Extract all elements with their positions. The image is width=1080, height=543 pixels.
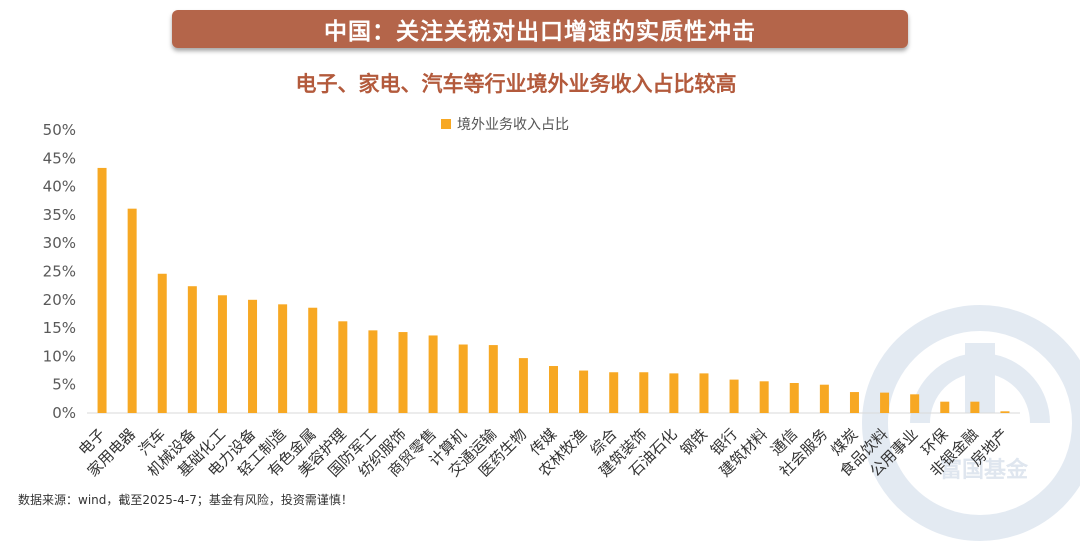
- bar: [428, 335, 438, 413]
- bar: [579, 370, 589, 413]
- bar: [398, 332, 408, 413]
- y-tick-label: 40%: [43, 178, 76, 196]
- y-tick-label: 10%: [43, 347, 76, 365]
- y-tick-label: 5%: [52, 376, 76, 394]
- bar: [699, 373, 709, 413]
- bar: [127, 208, 137, 413]
- bar: [338, 321, 348, 413]
- bar: [970, 401, 980, 413]
- y-tick-label: 20%: [43, 291, 76, 309]
- legend-label: 境外业务收入占比: [457, 117, 569, 133]
- bar: [97, 167, 107, 413]
- bar: [549, 366, 558, 413]
- bar-chart: 0%5%10%15%20%25%30%35%40%45%50%电子家用电器汽车机…: [43, 121, 1020, 480]
- bar: [157, 273, 167, 413]
- bar: [187, 286, 197, 413]
- y-tick-label: 0%: [52, 404, 76, 422]
- bar: [849, 392, 859, 413]
- watermark-text: 富国基金: [940, 458, 1029, 483]
- y-tick-label: 30%: [43, 234, 76, 252]
- legend-swatch: [441, 119, 451, 129]
- bar: [819, 384, 829, 413]
- bar: [1000, 411, 1010, 413]
- bar: [729, 379, 739, 413]
- y-tick-label: 50%: [43, 121, 76, 139]
- bar: [639, 372, 649, 413]
- bar: [458, 344, 468, 413]
- chart-title: 电子、家电、汽车等行业境外业务收入占比较高: [295, 72, 737, 96]
- bar: [940, 401, 950, 413]
- bar: [609, 372, 619, 413]
- y-tick-label: 45%: [43, 149, 76, 167]
- bar: [789, 383, 799, 413]
- bar: [368, 330, 378, 413]
- chart-legend: 境外业务收入占比: [441, 114, 569, 134]
- bar: [518, 358, 528, 413]
- bar: [248, 299, 258, 413]
- bar: [308, 307, 318, 413]
- bar: [278, 304, 288, 413]
- bar: [488, 345, 498, 413]
- source-note: 数据来源：wind，截至2025-4-7；基金有风险，投资需谨慎！: [18, 493, 353, 507]
- y-tick-label: 25%: [43, 263, 76, 281]
- x-tick-label: 钢铁: [677, 425, 711, 459]
- bar: [910, 394, 920, 413]
- bar: [669, 373, 679, 413]
- y-tick-label: 35%: [43, 206, 76, 224]
- bar: [759, 381, 769, 413]
- bar: [217, 295, 227, 413]
- bar: [880, 392, 890, 413]
- y-tick-label: 15%: [43, 319, 76, 337]
- banner-title: 中国：关注关税对出口增速的实质性冲击: [324, 19, 756, 45]
- title-banner: 中国：关注关税对出口增速的实质性冲击: [172, 10, 908, 48]
